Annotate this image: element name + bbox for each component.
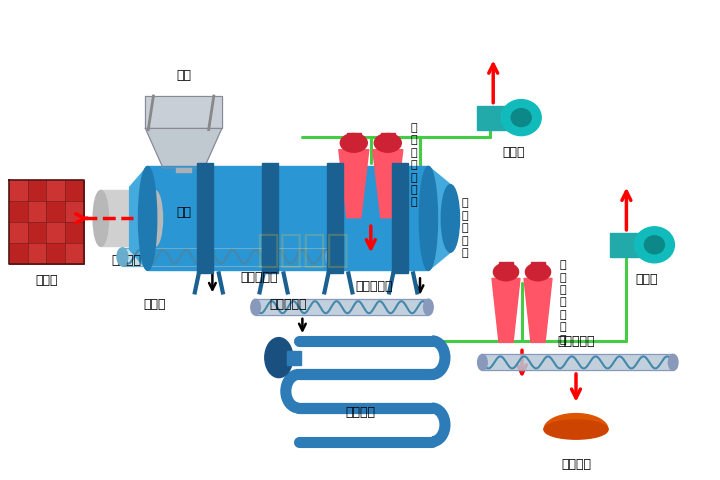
Bar — [27, 180, 46, 201]
Bar — [256, 299, 428, 315]
Polygon shape — [531, 263, 545, 277]
Ellipse shape — [668, 354, 678, 371]
Bar — [27, 243, 46, 264]
Text: 引风机: 引风机 — [635, 273, 657, 286]
Bar — [122, 248, 331, 266]
Text: 滚筒烘干机: 滚筒烘干机 — [269, 299, 307, 312]
Text: 热风管道: 热风管道 — [111, 254, 141, 267]
Text: 东唐烘干: 东唐烘干 — [256, 230, 349, 269]
Text: 热风炉: 热风炉 — [35, 274, 58, 287]
Ellipse shape — [117, 248, 128, 266]
Text: 密
封
排
料
器: 密 封 排 料 器 — [462, 198, 469, 258]
Ellipse shape — [644, 236, 665, 254]
Polygon shape — [524, 278, 552, 342]
Text: 螺旋输送机: 螺旋输送机 — [356, 280, 393, 293]
Ellipse shape — [526, 263, 551, 281]
Text: 干后产品: 干后产品 — [561, 457, 591, 470]
Polygon shape — [176, 168, 191, 172]
Bar — [9, 222, 27, 243]
Bar — [66, 243, 84, 264]
Polygon shape — [428, 167, 451, 270]
Polygon shape — [373, 150, 402, 218]
Bar — [392, 163, 408, 274]
Text: 原料: 原料 — [176, 69, 191, 82]
Polygon shape — [145, 128, 222, 168]
Text: 料仓: 料仓 — [176, 206, 191, 219]
Ellipse shape — [93, 191, 109, 246]
Text: 引风机: 引风机 — [502, 145, 524, 158]
Ellipse shape — [419, 167, 438, 270]
Ellipse shape — [138, 167, 157, 270]
Polygon shape — [381, 132, 395, 148]
Bar — [9, 201, 27, 222]
Bar — [46, 243, 66, 264]
Ellipse shape — [341, 133, 367, 152]
Ellipse shape — [423, 299, 433, 315]
Ellipse shape — [477, 354, 487, 371]
Bar — [9, 180, 27, 201]
Polygon shape — [145, 96, 222, 128]
Bar — [46, 201, 66, 222]
Polygon shape — [544, 414, 608, 430]
Text: 高
效
旋
风
除
尘
器: 高 效 旋 风 除 尘 器 — [411, 123, 418, 207]
Bar — [46, 222, 66, 243]
Ellipse shape — [325, 248, 336, 266]
Text: 冷却系统: 冷却系统 — [345, 406, 375, 419]
Bar — [27, 222, 46, 243]
Text: 螺旋输送机: 螺旋输送机 — [557, 336, 595, 348]
Bar — [262, 163, 278, 274]
Ellipse shape — [501, 100, 541, 136]
Text: 高
效
旋
风
除
尘
器: 高 效 旋 风 除 尘 器 — [560, 260, 567, 345]
Bar — [101, 191, 155, 246]
Ellipse shape — [374, 133, 401, 152]
Bar — [46, 180, 66, 201]
Bar — [9, 243, 27, 264]
Bar — [66, 222, 84, 243]
Polygon shape — [492, 278, 520, 342]
Bar — [327, 163, 343, 274]
Polygon shape — [347, 132, 361, 148]
Bar — [66, 180, 84, 201]
Bar — [66, 201, 84, 222]
Ellipse shape — [251, 299, 261, 315]
Bar — [287, 351, 301, 365]
Ellipse shape — [634, 227, 675, 263]
Polygon shape — [339, 150, 369, 218]
Bar — [482, 354, 673, 371]
Text: 给料器: 给料器 — [143, 299, 166, 312]
Bar — [197, 163, 213, 274]
Bar — [477, 106, 509, 130]
Ellipse shape — [147, 191, 163, 246]
Bar — [148, 167, 428, 270]
Ellipse shape — [265, 337, 293, 378]
Ellipse shape — [441, 185, 459, 252]
Ellipse shape — [511, 108, 531, 127]
Polygon shape — [499, 263, 513, 277]
Ellipse shape — [544, 420, 608, 439]
Bar — [27, 201, 46, 222]
Bar — [611, 233, 642, 257]
Ellipse shape — [493, 263, 518, 281]
Text: 螺旋输送机: 螺旋输送机 — [240, 271, 278, 284]
Polygon shape — [130, 167, 148, 270]
